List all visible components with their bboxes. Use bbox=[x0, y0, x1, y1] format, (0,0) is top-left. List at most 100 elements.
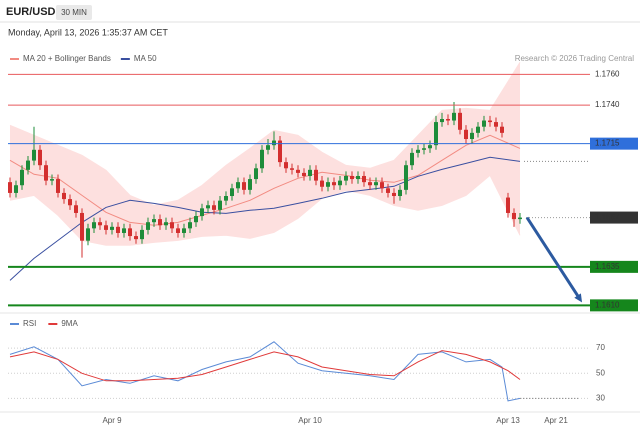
candle-body bbox=[338, 180, 342, 186]
candle-body bbox=[326, 182, 330, 187]
level-label-box bbox=[590, 299, 638, 312]
candle-body bbox=[110, 226, 114, 230]
credit: Research © 2026 Trading Central bbox=[515, 54, 635, 63]
level-label-box bbox=[590, 211, 638, 224]
candle-body bbox=[350, 175, 354, 180]
candle-body bbox=[410, 152, 414, 166]
candle-body bbox=[86, 228, 90, 241]
candle-body bbox=[164, 222, 168, 226]
y-tick-label: 30 bbox=[596, 394, 605, 403]
candle-body bbox=[146, 222, 150, 230]
band-layer bbox=[8, 62, 590, 399]
candle-body bbox=[416, 149, 420, 153]
candle-body bbox=[158, 219, 162, 226]
series-line bbox=[9, 341, 521, 402]
symbol: EUR/USD bbox=[6, 6, 56, 18]
level-label: 1.1715 bbox=[595, 139, 620, 148]
candle-body bbox=[38, 149, 42, 166]
bollinger-lower bbox=[9, 174, 521, 246]
candle-body bbox=[116, 226, 120, 233]
candle-body bbox=[374, 182, 378, 186]
candle-body bbox=[458, 112, 462, 130]
candle-body bbox=[254, 168, 258, 180]
candle-body bbox=[200, 208, 204, 217]
candle-body bbox=[434, 122, 438, 146]
candle-body bbox=[272, 140, 276, 146]
timestamp: Monday, April 13, 2026 1:35:37 AM CET bbox=[8, 27, 168, 37]
candle-body bbox=[368, 182, 372, 186]
candle-body bbox=[134, 236, 138, 240]
candle-body bbox=[218, 200, 222, 210]
candle-body bbox=[314, 169, 318, 181]
candle-body bbox=[242, 182, 246, 190]
candle-body bbox=[494, 122, 498, 127]
candle-body bbox=[140, 229, 144, 240]
forecast-arrow bbox=[525, 216, 580, 299]
legend-label: MA 20 + Bollinger Bands bbox=[23, 54, 111, 63]
level-label: 1.1635 bbox=[595, 262, 620, 271]
candle-body bbox=[266, 145, 270, 150]
candle-body bbox=[80, 212, 84, 241]
candle-body bbox=[392, 192, 396, 197]
candle-body bbox=[488, 120, 492, 123]
candle-body bbox=[104, 225, 108, 230]
legend-label: RSI bbox=[23, 319, 36, 328]
candle-body bbox=[20, 169, 24, 186]
interval: 30 MIN bbox=[61, 8, 87, 17]
series-line bbox=[9, 350, 521, 382]
candle-body bbox=[404, 165, 408, 190]
candle-body bbox=[8, 182, 12, 193]
level-label-box bbox=[590, 260, 638, 273]
candle-body bbox=[356, 175, 360, 180]
candle-body bbox=[56, 179, 60, 193]
candle-body bbox=[14, 185, 18, 193]
candle-body bbox=[464, 129, 468, 140]
x-tick-label: Apr 9 bbox=[102, 416, 122, 425]
bollinger-band bbox=[10, 62, 520, 246]
candle-body bbox=[260, 149, 264, 169]
candle-body bbox=[452, 112, 456, 121]
candle-body bbox=[500, 126, 504, 133]
candle-body bbox=[170, 222, 174, 229]
candle-body bbox=[302, 172, 306, 176]
candle-body bbox=[332, 182, 336, 186]
candle-body bbox=[50, 179, 54, 181]
candle-body bbox=[194, 216, 198, 223]
candle-body bbox=[152, 219, 156, 223]
candle-body bbox=[512, 212, 516, 220]
forecast-arrowhead bbox=[574, 293, 582, 303]
candle-body bbox=[122, 228, 126, 233]
ma-line bbox=[9, 134, 521, 226]
candle-body bbox=[98, 222, 102, 226]
candle-body bbox=[344, 175, 348, 181]
candle-body bbox=[362, 175, 366, 183]
candle-body bbox=[188, 222, 192, 229]
candle-body bbox=[26, 160, 30, 170]
candle-body bbox=[44, 165, 48, 181]
candle-body bbox=[386, 188, 390, 193]
y-tick-label: 70 bbox=[596, 343, 605, 352]
candle-body bbox=[440, 118, 444, 123]
ma-line bbox=[9, 156, 521, 281]
candle-body bbox=[230, 188, 234, 197]
candle-body bbox=[518, 217, 522, 220]
candle-body bbox=[182, 228, 186, 233]
candle-body bbox=[308, 169, 312, 176]
x-tick-label: Apr 21 bbox=[544, 416, 568, 425]
candle-body bbox=[62, 192, 66, 200]
candle-body bbox=[32, 149, 36, 161]
label-layer: Apr 9 Apr 10 Apr 13 Apr 21 MA 20 + Bollinger… bbox=[8, 54, 638, 425]
candle-body bbox=[470, 132, 474, 140]
x-tick-label: Apr 13 bbox=[496, 416, 520, 425]
candle-body bbox=[278, 140, 282, 163]
candle-body bbox=[128, 228, 132, 237]
candle-body bbox=[74, 205, 78, 213]
candle-body bbox=[284, 162, 288, 169]
level-label: 1.1760 bbox=[595, 69, 620, 78]
candle-body bbox=[176, 228, 180, 233]
level-label: 1.1610 bbox=[595, 300, 620, 309]
candle-body bbox=[290, 168, 294, 170]
legend-label: MA 50 bbox=[134, 54, 157, 63]
bollinger-upper bbox=[9, 62, 521, 206]
